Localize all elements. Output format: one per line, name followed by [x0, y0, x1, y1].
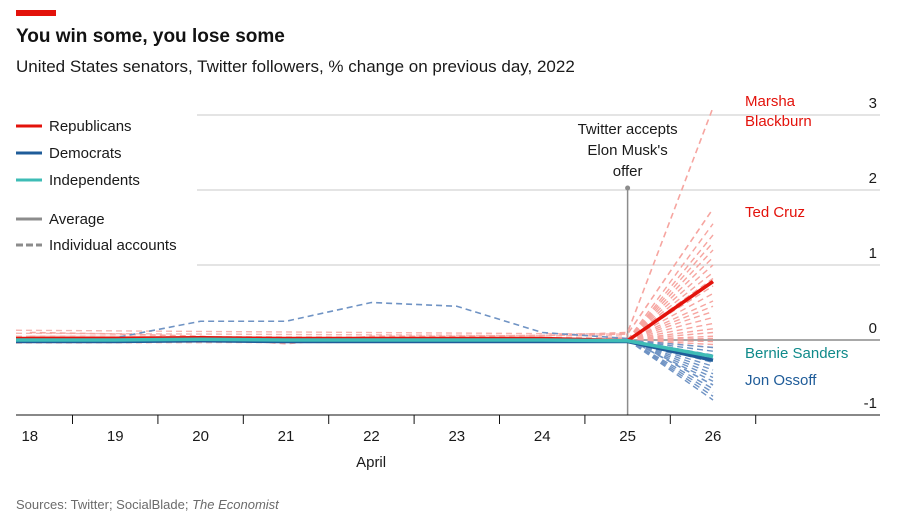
individual-line-democrat — [627, 339, 714, 397]
event-label-line3: offer — [613, 163, 643, 180]
chart-title: You win some, you lose some — [16, 26, 285, 47]
label-blackburn-line2: Blackburn — [745, 113, 812, 130]
x-tick-label: 19 — [107, 428, 124, 445]
label-blackburn-line1: Marsha — [745, 93, 796, 110]
legend-label-individual: Individual accounts — [49, 237, 177, 254]
source-publication: The Economist — [192, 497, 279, 512]
series-labels: Marsha Blackburn Ted Cruz Bernie Sanders… — [745, 93, 848, 389]
x-axis: 18 19 20 21 22 23 24 25 26 April — [16, 414, 880, 471]
individual-line-democrat — [627, 339, 714, 401]
x-tick-label: 20 — [192, 428, 209, 445]
event-label-line1: Twitter accepts — [578, 121, 678, 138]
x-tick-label: 23 — [448, 428, 465, 445]
average-line-independents — [16, 337, 714, 359]
x-tick-label: 22 — [363, 428, 380, 445]
individual-line-jon-ossoff — [29, 301, 714, 386]
legend-label-independents: Independents — [49, 172, 140, 189]
y-axis-labels: -1 0 1 2 3 — [864, 95, 877, 412]
x-tick-label: 26 — [705, 428, 722, 445]
individual-line-republican — [627, 322, 714, 341]
y-tick-label: -1 — [864, 395, 877, 412]
individual-line-republican — [15, 329, 628, 335]
individual-line-republican — [627, 249, 714, 341]
chart-svg: Twitter accepts Elon Musk's offer 18 19 20… — [15, 93, 880, 471]
y-tick-label: 3 — [869, 95, 877, 112]
source-prefix: Sources: Twitter; SocialBlade; — [16, 497, 193, 512]
individual-line-republican — [627, 223, 714, 341]
x-tick-label: 25 — [619, 428, 636, 445]
label-sanders: Bernie Sanders — [745, 345, 848, 362]
individual-line-republican — [627, 316, 714, 341]
source-note: Sources: Twitter; SocialBlade; The Econo… — [16, 497, 279, 512]
legend: Republicans Democrats Independents Avera… — [16, 118, 177, 254]
individual-line-republican — [627, 271, 714, 341]
y-tick-label: 2 — [869, 170, 877, 187]
average-lines — [16, 280, 715, 362]
individual-line-republican — [627, 310, 714, 341]
individual-line-ted-cruz — [29, 208, 714, 345]
individual-line-republican — [627, 242, 714, 341]
event-marker: Twitter accepts Elon Musk's offer — [578, 121, 678, 415]
x-axis-label: April — [356, 454, 386, 471]
gridlines — [16, 114, 880, 416]
event-label-line2: Elon Musk's — [587, 142, 667, 159]
individual-line-republican — [627, 234, 714, 341]
individual-line-republican — [15, 332, 628, 337]
x-tick-label: 18 — [21, 428, 38, 445]
event-dot — [625, 185, 631, 191]
y-tick-label: 0 — [869, 320, 877, 337]
legend-label-democrats: Democrats — [49, 145, 122, 162]
chart-subtitle: United States senators, Twitter follower… — [16, 57, 575, 76]
average-line-republicans — [16, 280, 715, 343]
brand-accent-bar — [16, 10, 56, 16]
individual-line-republican — [627, 300, 714, 341]
label-cruz: Ted Cruz — [745, 204, 805, 221]
average-line-democrats — [16, 339, 714, 362]
x-tick-label: 21 — [278, 428, 295, 445]
individual-line-republican — [627, 264, 714, 341]
individual-line-democrat — [627, 339, 714, 394]
individual-line-republican — [627, 305, 714, 341]
x-tick-label: 24 — [534, 428, 551, 445]
legend-label-republicans: Republicans — [49, 118, 132, 135]
label-ossoff: Jon Ossoff — [745, 372, 817, 389]
individual-line-democrat — [627, 339, 714, 390]
individual-line-republican — [627, 292, 714, 341]
y-tick-label: 1 — [869, 245, 877, 262]
legend-label-average: Average — [49, 211, 105, 228]
